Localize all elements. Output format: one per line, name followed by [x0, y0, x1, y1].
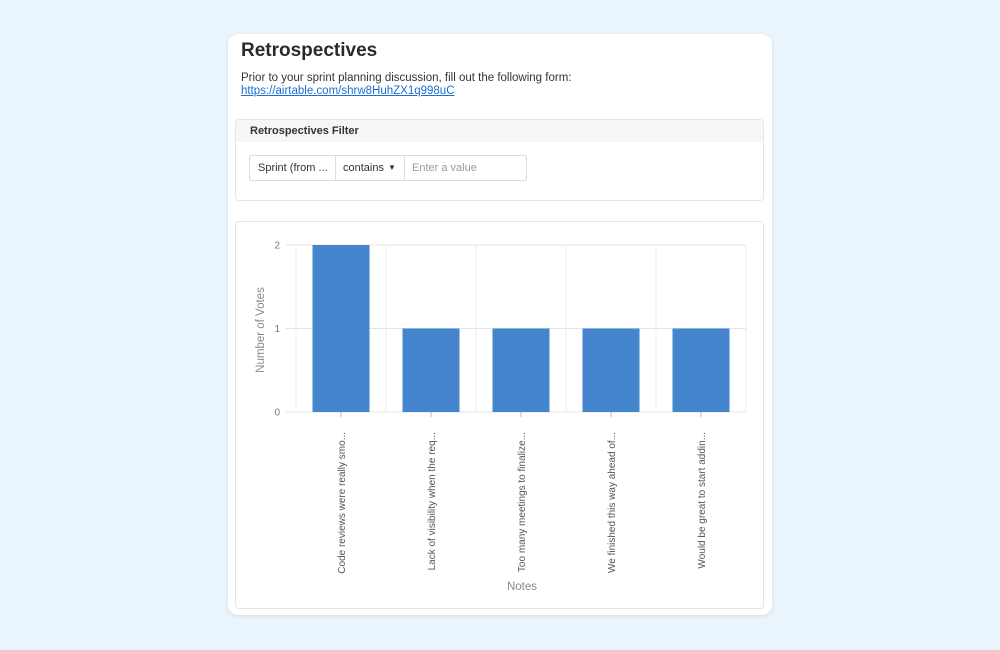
- x-tick-label: Would be great to start addin...: [697, 432, 708, 569]
- x-tick-label: Too many meetings to finalize...: [517, 432, 528, 572]
- y-tick-label: 0: [274, 408, 280, 419]
- y-tick-label: 2: [274, 241, 280, 252]
- axes: 0 1 2 Code reviews were really smo... Lack o…: [274, 241, 708, 574]
- page-title: Retrospectives: [241, 40, 378, 61]
- y-tick-label: 1: [274, 324, 280, 335]
- page-description: Prior to your sprint planning discussion…: [241, 72, 572, 84]
- filter-row: Sprint (from ... contains ▼: [249, 155, 527, 181]
- bars: [312, 245, 730, 412]
- bar: [492, 328, 550, 412]
- retrospectives-card: Retrospectives Prior to your sprint plan…: [228, 34, 772, 615]
- caret-down-icon: ▼: [387, 163, 396, 172]
- filter-panel: Retrospectives Filter Sprint (from ... c…: [235, 119, 764, 201]
- x-tick-label: Lack of visibility when the req...: [427, 432, 438, 570]
- bar: [402, 328, 460, 412]
- filter-title: Retrospectives Filter: [236, 120, 763, 142]
- x-axis-label: Notes: [507, 581, 537, 593]
- chart-panel: 0 1 2 Code reviews were really smo... Lack o…: [235, 221, 764, 609]
- form-link[interactable]: https://airtable.com/shrw8HuhZX1q998uC: [241, 85, 455, 97]
- filter-operator-select[interactable]: contains ▼: [336, 156, 405, 180]
- bar-chart: 0 1 2 Code reviews were really smo... Lack o…: [255, 241, 747, 593]
- filter-operator-label: contains: [343, 162, 384, 174]
- x-tick-label: Code reviews were really smo...: [337, 432, 348, 574]
- y-axis-label: Number of Votes: [255, 287, 267, 373]
- bar: [582, 328, 640, 412]
- bar: [312, 245, 370, 412]
- x-tick-label: We finished this way ahead of...: [607, 432, 618, 573]
- bar: [672, 328, 730, 412]
- filter-field-select[interactable]: Sprint (from ...: [250, 156, 336, 180]
- filter-value-input[interactable]: [405, 156, 526, 180]
